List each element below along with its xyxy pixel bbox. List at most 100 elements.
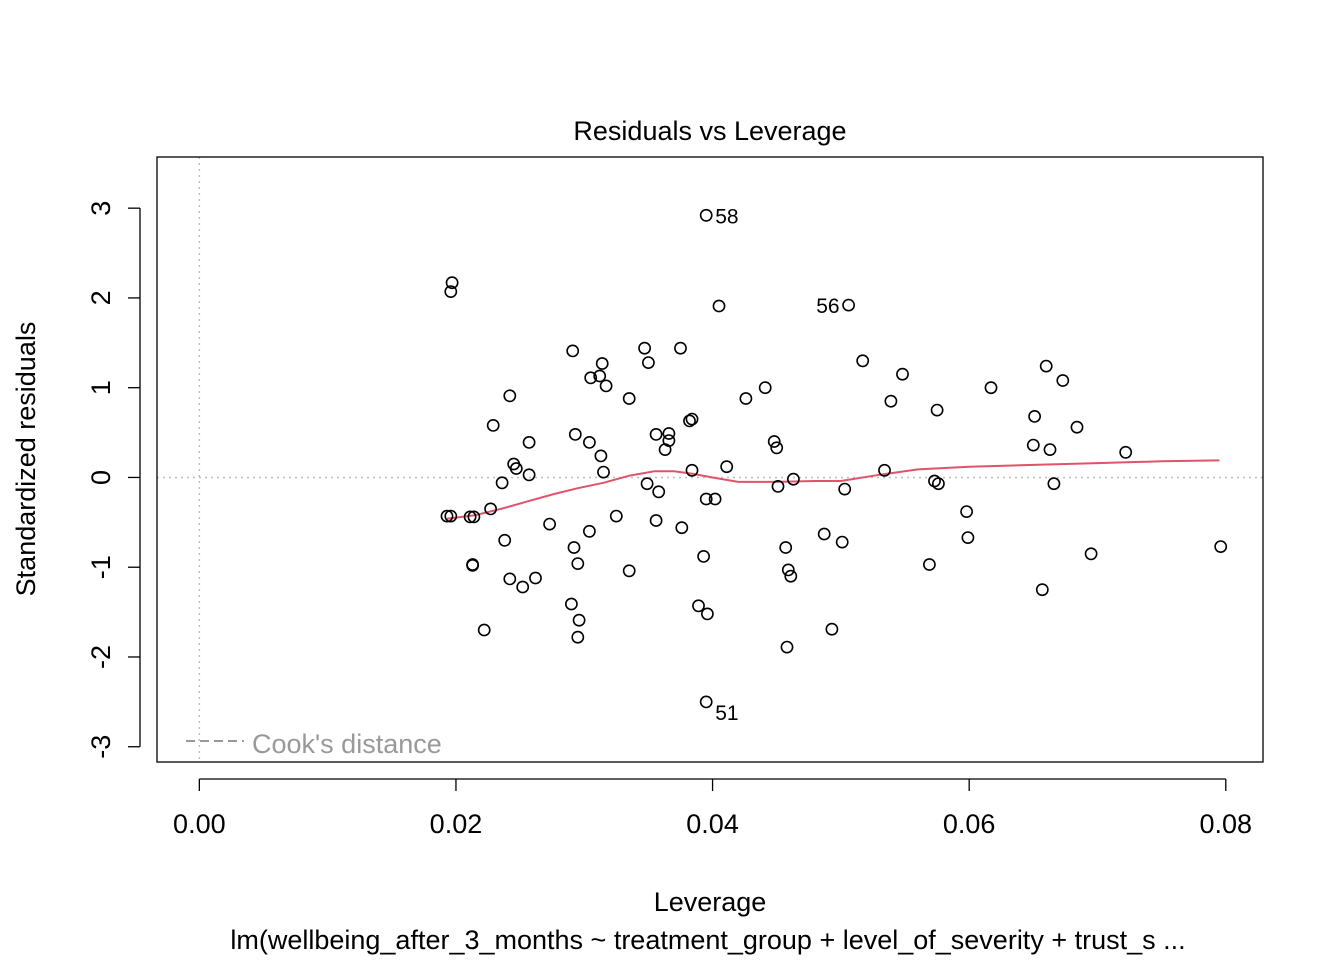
- x-axis-label: Leverage: [654, 887, 767, 917]
- data-point: [1084, 547, 1098, 561]
- data-point: [572, 613, 586, 627]
- data-point: [856, 354, 870, 368]
- data-point: [781, 563, 795, 577]
- data-point: [884, 394, 898, 408]
- data-point: [712, 299, 726, 313]
- data-point: [503, 572, 517, 586]
- data-point: [649, 427, 663, 441]
- y-axis-label: Standardized residuals: [11, 322, 41, 597]
- data-point: [771, 479, 785, 493]
- data-point: [529, 571, 542, 585]
- data-point: [594, 449, 608, 463]
- data-point: [1214, 540, 1228, 553]
- data-point: [930, 403, 944, 417]
- data-point: [708, 492, 722, 506]
- data-point: [522, 468, 536, 482]
- data-point: [758, 381, 772, 395]
- data-point: [787, 472, 800, 486]
- data-point: [984, 381, 998, 395]
- y-tick-label: -3: [86, 735, 116, 759]
- data-point: [445, 276, 459, 290]
- data-point: [466, 559, 479, 572]
- chart-title: Residuals vs Leverage: [573, 116, 846, 146]
- data-point: [825, 622, 839, 636]
- y-tick-label: 0: [86, 470, 116, 485]
- data-point: [484, 502, 497, 516]
- data-point: [638, 341, 651, 355]
- smooth-line-group: [446, 459, 1220, 520]
- data-point: [1119, 445, 1133, 459]
- data-point: [486, 418, 500, 432]
- data-point: [583, 524, 596, 538]
- x-tick-label: 0.06: [943, 809, 996, 839]
- data-point: [739, 392, 753, 405]
- data-point: [692, 599, 705, 613]
- data-point: [609, 509, 623, 523]
- data-point: [567, 541, 581, 554]
- data-point: [662, 427, 676, 440]
- data-point: [675, 521, 689, 535]
- data-point: [699, 208, 713, 222]
- point-labels-group: 58 56 51: [715, 205, 839, 725]
- data-point: [652, 485, 666, 499]
- data-point: [649, 514, 663, 527]
- data-point: [932, 477, 945, 491]
- data-point: [522, 435, 536, 449]
- y-tick-label: -1: [86, 555, 116, 579]
- data-point: [842, 298, 855, 312]
- y-axis: -3 -2 -1 0 1 2 3: [86, 201, 141, 759]
- data-point: [1047, 477, 1061, 491]
- data-point: [699, 695, 713, 709]
- model-formula-subtitle: lm(wellbeing_after_3_months ~ treatment_…: [230, 925, 1185, 955]
- point-label: 56: [816, 295, 839, 318]
- data-point: [1039, 359, 1053, 373]
- points-group: [440, 208, 1228, 709]
- smooth-trend-line: [446, 459, 1220, 520]
- data-point: [1026, 438, 1040, 452]
- data-point: [1056, 374, 1070, 387]
- data-point: [571, 630, 585, 644]
- data-point: [720, 460, 734, 474]
- data-point: [923, 558, 936, 571]
- plot-frame: [156, 156, 1264, 763]
- y-tick-label: 2: [86, 290, 116, 305]
- y-tick-label: -2: [86, 645, 116, 669]
- data-point: [444, 509, 458, 523]
- x-tick-label: 0.04: [686, 809, 739, 839]
- data-point: [622, 564, 636, 578]
- data-point: [1035, 583, 1049, 597]
- x-tick-label: 0.08: [1200, 809, 1253, 839]
- data-point: [642, 356, 655, 369]
- data-point: [674, 341, 687, 355]
- data-point: [896, 367, 909, 381]
- data-point: [467, 510, 481, 524]
- data-point: [685, 463, 699, 477]
- data-point: [784, 569, 798, 583]
- data-point: [509, 462, 523, 475]
- data-point: [566, 344, 580, 358]
- data-point: [767, 435, 781, 448]
- data-point: [697, 550, 710, 563]
- data-point: [565, 597, 578, 611]
- data-point: [685, 412, 699, 426]
- data-point: [622, 392, 636, 405]
- data-point: [683, 414, 696, 428]
- data-point: [961, 531, 975, 544]
- data-point: [817, 527, 831, 541]
- data-point: [463, 510, 477, 524]
- legend: Cook's distance: [186, 729, 442, 759]
- x-tick-label: 0.00: [173, 809, 226, 839]
- x-axis: 0.00 0.02 0.04 0.06 0.08: [173, 778, 1253, 839]
- data-point: [1028, 409, 1041, 423]
- data-point: [838, 482, 852, 496]
- data-point: [595, 357, 609, 370]
- data-point: [568, 427, 582, 441]
- data-point: [779, 541, 793, 554]
- data-point: [444, 285, 458, 298]
- data-point: [658, 443, 672, 456]
- data-point: [701, 607, 714, 621]
- data-point: [699, 492, 713, 506]
- data-point: [571, 557, 585, 570]
- data-point: [640, 477, 654, 491]
